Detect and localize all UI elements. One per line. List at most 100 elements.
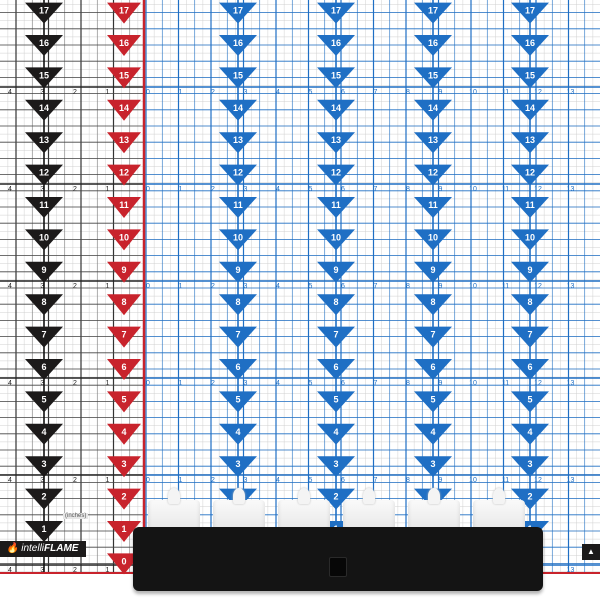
ruler-label: 13 bbox=[567, 186, 575, 193]
ruler-label: 10 bbox=[469, 186, 477, 193]
blue-marker bbox=[219, 326, 257, 348]
ruler-label: 7 bbox=[374, 89, 378, 96]
black-marker bbox=[25, 35, 63, 56]
blue-marker-label: 14 bbox=[331, 103, 341, 113]
blue-marker bbox=[317, 2, 355, 24]
blue-marker-label: 7 bbox=[333, 330, 338, 340]
blue-marker-label: 10 bbox=[331, 232, 341, 242]
ruler-label: 2 bbox=[211, 380, 215, 387]
ruler-label: 9 bbox=[439, 283, 443, 290]
blue-marker bbox=[414, 2, 452, 24]
ruler-label: 7 bbox=[374, 186, 378, 193]
black-marker-label: 14 bbox=[39, 103, 49, 113]
blue-marker-label: 9 bbox=[430, 265, 435, 275]
blue-marker bbox=[511, 488, 549, 510]
red-marker bbox=[107, 164, 141, 186]
black-marker-label: 1 bbox=[41, 524, 46, 534]
ruler-label: 9 bbox=[439, 380, 443, 387]
ruler-label: 1 bbox=[106, 380, 110, 387]
ruler-label: 3 bbox=[41, 89, 45, 96]
blue-marker-label: 11 bbox=[331, 200, 341, 210]
blue-marker bbox=[317, 391, 355, 413]
ruler-label: 1 bbox=[106, 186, 110, 193]
blue-marker bbox=[414, 229, 452, 251]
black-marker-label: 4 bbox=[41, 427, 46, 437]
black-marker-label: 15 bbox=[39, 70, 49, 80]
black-marker-label: 3 bbox=[41, 459, 46, 469]
blue-marker bbox=[414, 456, 452, 478]
blue-marker-label: 8 bbox=[333, 297, 338, 307]
ruler-label: 0 bbox=[146, 89, 150, 96]
flame-icon bbox=[168, 488, 180, 504]
ruler-label: 8 bbox=[406, 89, 410, 96]
blue-marker bbox=[414, 197, 452, 218]
blue-marker bbox=[511, 164, 549, 186]
blue-marker bbox=[317, 99, 355, 121]
ruler-label: 11 bbox=[502, 380, 509, 387]
blue-marker-label: 14 bbox=[233, 103, 243, 113]
black-marker bbox=[25, 391, 63, 413]
blue-marker bbox=[511, 423, 549, 445]
black-marker bbox=[25, 488, 63, 510]
blue-marker bbox=[414, 35, 452, 56]
ruler-label: 3 bbox=[41, 186, 45, 193]
blue-marker-label: 5 bbox=[430, 394, 435, 404]
flame-icon bbox=[233, 488, 245, 504]
ruler-label: 6 bbox=[341, 186, 345, 193]
ruler-label: 10 bbox=[469, 477, 477, 484]
ruler-label: 13 bbox=[567, 89, 575, 96]
black-marker-label: 10 bbox=[39, 232, 49, 242]
red-marker bbox=[107, 488, 141, 510]
blue-marker bbox=[317, 294, 355, 316]
red-marker-label: 14 bbox=[119, 103, 129, 113]
ruler-label: 8 bbox=[406, 477, 410, 484]
red-marker bbox=[107, 294, 141, 316]
blue-marker-label: 9 bbox=[527, 265, 532, 275]
black-marker-label: 13 bbox=[39, 135, 49, 145]
blue-marker-label: 14 bbox=[428, 103, 438, 113]
blue-marker-label: 12 bbox=[428, 168, 438, 178]
ruler-label: 5 bbox=[309, 380, 313, 387]
blue-marker-label: 3 bbox=[333, 459, 338, 469]
ruler-label: 2 bbox=[73, 380, 77, 387]
black-marker-label: 11 bbox=[39, 200, 49, 210]
black-marker bbox=[25, 2, 63, 24]
blue-marker-label: 13 bbox=[525, 135, 535, 145]
blue-marker-label: 11 bbox=[233, 200, 243, 210]
blue-marker-label: 8 bbox=[235, 297, 240, 307]
ruler-label: 3 bbox=[41, 283, 45, 290]
blue-marker bbox=[219, 164, 257, 186]
flame-icon bbox=[493, 488, 505, 504]
blue-marker-label: 17 bbox=[428, 6, 438, 16]
blue-marker-label: 16 bbox=[233, 38, 243, 48]
ruler-label: 13 bbox=[567, 283, 575, 290]
red-marker-label: 8 bbox=[121, 297, 126, 307]
black-marker bbox=[25, 521, 63, 542]
ruler-label: 12 bbox=[534, 186, 542, 193]
blue-marker bbox=[414, 99, 452, 121]
blue-marker-label: 7 bbox=[430, 330, 435, 340]
red-marker bbox=[107, 35, 141, 56]
ruler-label: 2 bbox=[211, 186, 215, 193]
blue-marker bbox=[219, 99, 257, 121]
black-marker-label: 8 bbox=[41, 297, 46, 307]
red-marker bbox=[107, 67, 141, 89]
black-marker bbox=[25, 164, 63, 186]
blue-marker bbox=[511, 2, 549, 24]
blue-marker-label: 13 bbox=[233, 135, 243, 145]
candle-tray bbox=[133, 527, 543, 591]
ruler-label: 13 bbox=[567, 567, 575, 574]
ruler-label: 4 bbox=[8, 567, 12, 574]
red-marker bbox=[107, 2, 141, 24]
ruler-label: 0 bbox=[146, 283, 150, 290]
red-marker bbox=[107, 132, 141, 154]
ruler-label: 2 bbox=[73, 477, 77, 484]
ruler-label: 0 bbox=[146, 186, 150, 193]
ruler-label: 5 bbox=[309, 477, 313, 484]
ruler-label: 7 bbox=[374, 477, 378, 484]
blue-marker-label: 9 bbox=[333, 265, 338, 275]
ruler-label: 3 bbox=[244, 186, 248, 193]
blue-marker bbox=[219, 35, 257, 56]
ruler-label: 4 bbox=[276, 477, 280, 484]
blue-marker bbox=[219, 456, 257, 478]
